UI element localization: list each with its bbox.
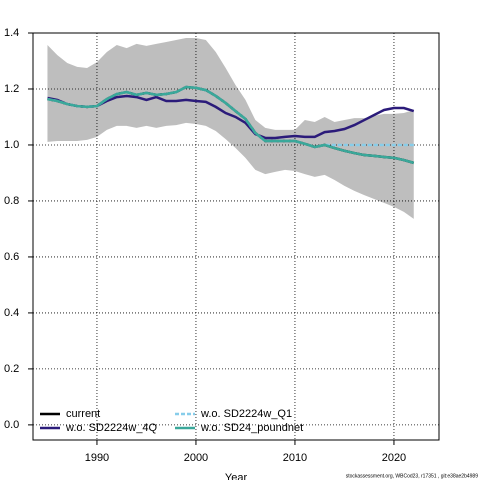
y-tick-label: 1.0 — [4, 139, 19, 151]
y-tick-label: 0.4 — [4, 307, 19, 319]
y-tick-label: 1.2 — [4, 83, 19, 95]
y-tick-label: 0.8 — [4, 195, 19, 207]
y-tick-label: 0.6 — [4, 251, 19, 263]
x-tick-label: 1990 — [85, 452, 109, 464]
series-line — [47, 94, 415, 140]
x-tick-label: 2010 — [283, 452, 307, 464]
x-tick-label: 2020 — [382, 452, 406, 464]
legend-label: w.o. SD24_poundnet — [200, 422, 303, 434]
y-tick-label: 0.2 — [4, 363, 19, 375]
x-tick-label: 2000 — [184, 452, 208, 464]
confidence-band — [47, 38, 414, 219]
x-axis-label: Year — [225, 472, 248, 480]
legend-label: w.o. SD2224w_4Q — [65, 422, 158, 434]
y-tick-label: 1.4 — [4, 27, 19, 39]
series-line — [47, 85, 415, 165]
y-tick-label: 0.0 — [4, 419, 19, 431]
legend-label: current — [66, 408, 100, 420]
plot-frame — [32, 32, 440, 441]
footnote: stockassessment.org, WBCod23, r17351 , g… — [346, 473, 479, 479]
legend-label: w.o. SD2224w_Q1 — [200, 408, 292, 420]
